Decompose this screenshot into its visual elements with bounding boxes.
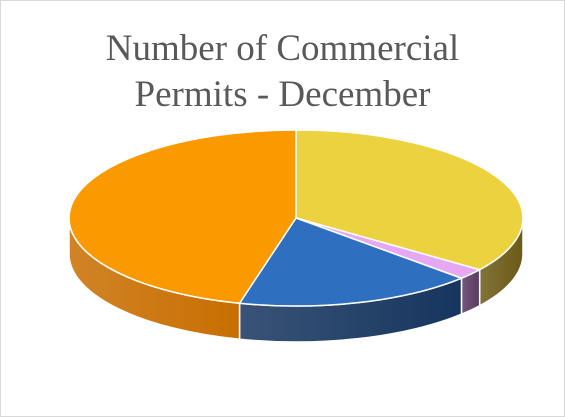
chart-title: Number of Commercial Permits - December: [0, 26, 565, 118]
pie-slice-4: [68, 129, 297, 304]
chart-title-line-1: Number of Commercial: [105, 28, 460, 69]
chart-title-line-2: Permits - December: [134, 74, 431, 115]
pie-slice-1: [295, 129, 524, 271]
pie-slice-3: [238, 217, 463, 307]
